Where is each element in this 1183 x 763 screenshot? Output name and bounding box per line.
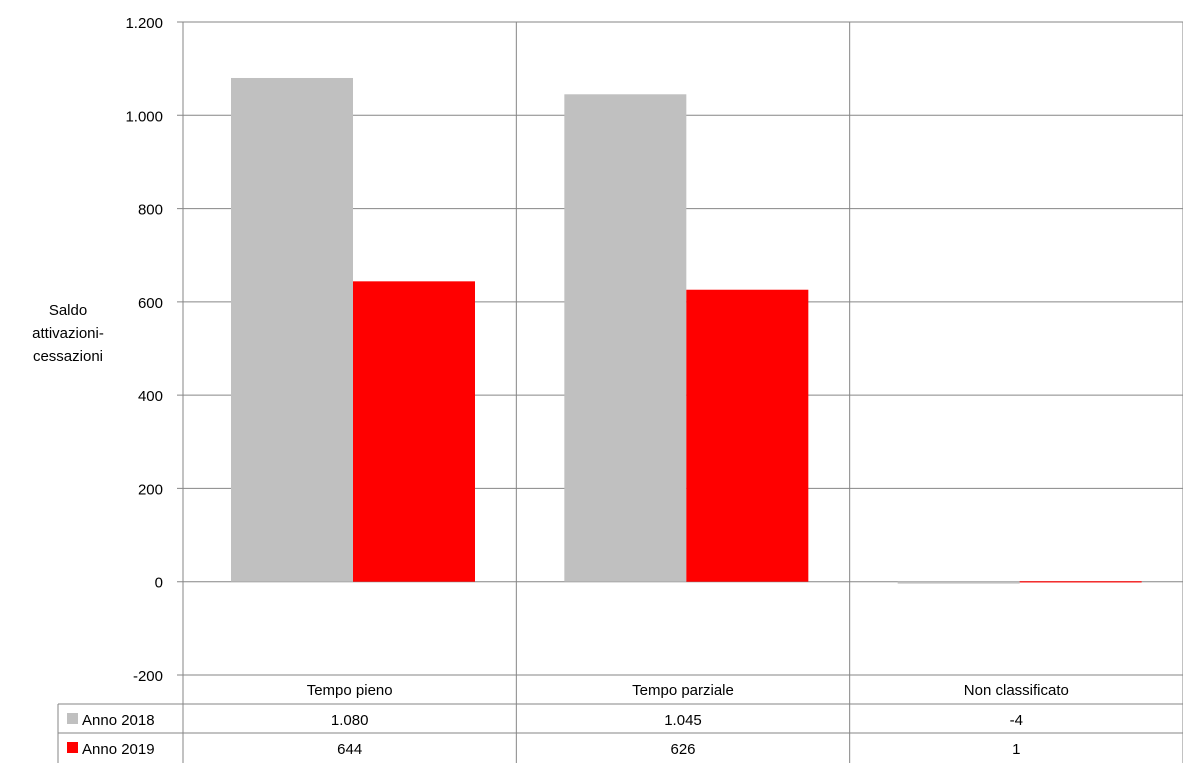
y-tick-label: 600 bbox=[138, 295, 163, 312]
bar bbox=[686, 289, 809, 582]
bar bbox=[353, 281, 475, 582]
bar bbox=[564, 94, 687, 582]
y-tick-label: 0 bbox=[155, 575, 163, 592]
data-table-value: 1 bbox=[1012, 741, 1020, 758]
y-tick-label: 1.000 bbox=[125, 108, 163, 125]
bar bbox=[1019, 581, 1142, 583]
data-table-value: 626 bbox=[670, 741, 695, 758]
y-tick-label: 1.200 bbox=[125, 15, 163, 32]
legend-swatch bbox=[67, 713, 78, 724]
y-axis-label-line: cessazioni bbox=[32, 348, 104, 365]
data-table-value: 644 bbox=[337, 741, 362, 758]
legend-swatch bbox=[67, 742, 78, 753]
bar bbox=[231, 77, 353, 582]
legend-label: Anno 2019 bbox=[82, 741, 155, 758]
y-tick-label: 200 bbox=[138, 481, 163, 498]
y-tick-label: 400 bbox=[138, 388, 163, 405]
data-table-value: -4 bbox=[1010, 712, 1023, 729]
bar bbox=[897, 581, 1020, 584]
data-table-value: 1.045 bbox=[664, 712, 702, 729]
y-axis-label-line: Saldo bbox=[48, 302, 88, 319]
legend-label: Anno 2018 bbox=[82, 712, 155, 729]
y-tick-label: -200 bbox=[133, 668, 163, 685]
data-table-value: 1.080 bbox=[331, 712, 369, 729]
y-axis-label: Saldo attivazioni- cessazioni bbox=[28, 299, 108, 368]
y-axis-label-line: attivazioni- bbox=[32, 325, 104, 342]
y-tick-label: 800 bbox=[138, 202, 163, 219]
category-label: Tempo pieno bbox=[307, 682, 393, 699]
category-label: Non classificato bbox=[964, 682, 1069, 699]
category-label: Tempo parziale bbox=[632, 682, 734, 699]
